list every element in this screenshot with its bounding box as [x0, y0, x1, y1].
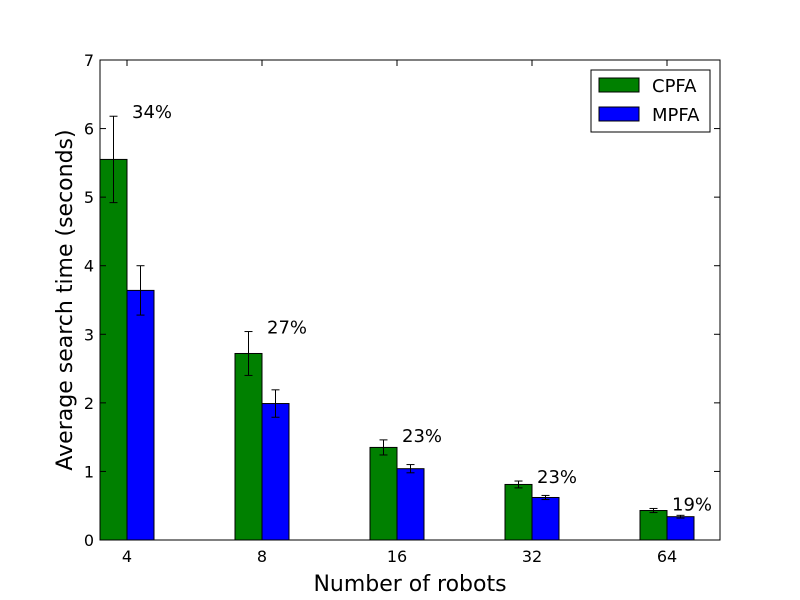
legend-swatch-mpfa [598, 106, 640, 122]
errorbar-mpfa-16 [406, 464, 415, 474]
bar-cpfa-4 [99, 158, 128, 541]
errorbar-mpfa-32 [541, 494, 550, 501]
y-tick-label-6: 6 [84, 120, 94, 139]
bar-mpfa-8 [261, 403, 290, 541]
errorbar-mpfa-8 [271, 389, 280, 418]
bar-mpfa-32 [531, 496, 560, 541]
x-tick-label-16: 16 [387, 547, 407, 566]
bar-cpfa-64 [639, 510, 668, 541]
y-tick-label-2: 2 [84, 394, 94, 413]
y-axis-label: Average search time (seconds) [53, 129, 78, 470]
x-tick-label-32: 32 [522, 547, 542, 566]
annotation-8: 27% [267, 318, 307, 339]
legend-label-cpfa: CPFA [652, 76, 697, 97]
x-axis-label: Number of robots [313, 572, 506, 597]
bar-cpfa-32 [504, 483, 533, 541]
bars-layer [99, 158, 695, 541]
legend: CPFA MPFA [590, 69, 711, 133]
errorbar-cpfa-8 [244, 331, 253, 376]
x-tick-label-64: 64 [657, 547, 677, 566]
y-tick-label-1: 1 [84, 462, 94, 481]
annotations-layer: 34% 27% 23% 23% 19% [132, 102, 712, 515]
bar-cpfa-8 [234, 352, 263, 541]
errorbar-cpfa-16 [379, 439, 388, 456]
errorbar-mpfa-4 [136, 265, 145, 316]
errorbar-cpfa-4 [109, 115, 118, 204]
errorbar-mpfa-64 [676, 514, 685, 519]
errorbar-cpfa-64 [649, 507, 658, 514]
y-tick-label-7: 7 [84, 51, 94, 70]
x-tick-label-4: 4 [122, 547, 132, 566]
y-tick-label-0: 0 [84, 531, 94, 550]
x-tick-label-8: 8 [257, 547, 267, 566]
bar-mpfa-64 [666, 516, 695, 541]
annotation-16: 23% [402, 426, 442, 447]
y-tick-label-5: 5 [84, 188, 94, 207]
legend-label-mpfa: MPFA [652, 105, 700, 126]
annotation-4: 34% [132, 102, 172, 123]
legend-swatch-cpfa [598, 77, 640, 93]
bar-cpfa-16 [369, 446, 398, 541]
y-axis-ticks: 0 1 2 3 4 5 6 7 [84, 51, 720, 550]
x-axis-ticks: 4 8 16 32 64 [122, 60, 677, 566]
errorbar-cpfa-32 [514, 480, 523, 489]
bar-mpfa-4 [126, 289, 155, 541]
plot-frame [99, 59, 721, 541]
y-tick-label-3: 3 [84, 325, 94, 344]
y-tick-label-4: 4 [84, 257, 94, 276]
annotation-32: 23% [537, 467, 577, 488]
bar-mpfa-16 [396, 468, 425, 541]
annotation-64: 19% [672, 494, 712, 515]
errorbars-layer [109, 115, 685, 519]
